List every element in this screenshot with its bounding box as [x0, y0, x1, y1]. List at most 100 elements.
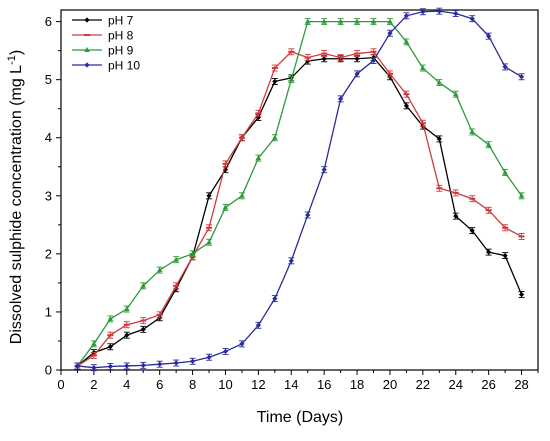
data-point — [304, 18, 311, 24]
data-point — [436, 136, 442, 142]
data-point — [288, 50, 295, 53]
x-tick-label: 4 — [123, 377, 130, 392]
data-point — [272, 78, 278, 85]
legend-marker — [84, 34, 90, 36]
data-point — [173, 256, 179, 262]
data-point — [469, 228, 475, 234]
data-point — [140, 319, 147, 322]
series-line — [77, 56, 523, 367]
y-tick-label: 1 — [45, 304, 52, 319]
data-point — [222, 348, 229, 355]
y-tick-label: 5 — [45, 72, 52, 87]
x-tick-label: 26 — [481, 377, 495, 392]
data-point — [321, 52, 328, 55]
data-point — [452, 191, 459, 194]
data-point — [337, 56, 344, 59]
data-point — [502, 169, 508, 175]
data-point — [370, 50, 377, 53]
data-point — [469, 197, 476, 200]
series-ph-8 — [74, 48, 525, 370]
series-ph-7 — [74, 54, 525, 370]
data-point — [403, 13, 410, 19]
data-point — [173, 360, 179, 366]
x-tick-label: 28 — [514, 377, 528, 392]
data-point — [239, 341, 245, 347]
legend-marker — [84, 62, 90, 68]
x-tick-label: 6 — [156, 377, 163, 392]
x-tick-label: 16 — [317, 377, 331, 392]
data-point — [469, 128, 476, 134]
data-point — [140, 326, 146, 332]
data-point — [107, 315, 114, 321]
data-point — [140, 362, 146, 368]
legend-marker — [84, 17, 90, 23]
data-point — [386, 72, 393, 75]
data-point — [518, 192, 525, 198]
legend-label: pH 8 — [108, 29, 134, 43]
data-point — [189, 358, 196, 364]
data-point — [124, 363, 130, 369]
data-point — [469, 16, 475, 22]
data-point — [338, 96, 344, 102]
data-point — [354, 71, 360, 77]
data-point — [238, 136, 245, 139]
data-point — [239, 192, 245, 198]
data-point — [189, 250, 196, 256]
x-tick-label: 2 — [90, 377, 97, 392]
data-point — [305, 58, 311, 64]
data-point — [518, 235, 525, 238]
data-point — [255, 155, 262, 161]
data-point — [156, 267, 163, 273]
x-tick-label: 22 — [416, 377, 430, 392]
data-point — [518, 291, 525, 298]
data-point — [156, 313, 163, 316]
data-point — [354, 56, 360, 62]
series-line — [77, 51, 522, 367]
x-tick-label: 24 — [449, 377, 463, 392]
data-point — [123, 323, 130, 326]
series-line — [77, 10, 522, 369]
data-point — [387, 18, 393, 24]
legend-label: pH 7 — [108, 14, 134, 28]
series-line — [76, 20, 523, 367]
data-point — [403, 38, 410, 44]
data-point — [403, 103, 410, 109]
data-point — [288, 76, 295, 82]
data-point — [173, 284, 180, 287]
y-axis-label: Dissolved sulphide concentration (mg L-1… — [6, 50, 25, 344]
data-point — [255, 322, 261, 328]
plot-frame — [60, 9, 539, 371]
data-point — [436, 79, 443, 85]
data-point — [74, 363, 81, 369]
data-point — [107, 334, 114, 337]
data-point — [206, 193, 212, 199]
data-point — [485, 209, 492, 212]
data-point — [222, 204, 229, 210]
data-point — [321, 18, 327, 24]
data-point — [403, 93, 410, 96]
x-tick-label: 0 — [57, 377, 64, 392]
y-tick-label: 2 — [45, 246, 52, 261]
data-point — [272, 295, 278, 302]
data-point — [272, 134, 278, 140]
data-point — [107, 344, 113, 350]
legend-label: pH 9 — [108, 44, 134, 58]
data-point — [157, 361, 163, 367]
x-tick-label: 10 — [218, 377, 232, 392]
data-point — [436, 8, 442, 14]
data-point — [419, 122, 426, 125]
data-point — [206, 239, 212, 245]
data-point — [255, 112, 262, 115]
y-tick-label: 4 — [45, 130, 52, 145]
data-point — [486, 33, 492, 39]
data-point — [502, 226, 509, 229]
data-point — [518, 74, 525, 80]
data-point — [124, 332, 130, 338]
data-point — [485, 141, 492, 147]
data-point — [271, 67, 278, 70]
data-point — [321, 56, 327, 62]
legend-marker — [84, 47, 90, 52]
data-point — [370, 57, 377, 64]
